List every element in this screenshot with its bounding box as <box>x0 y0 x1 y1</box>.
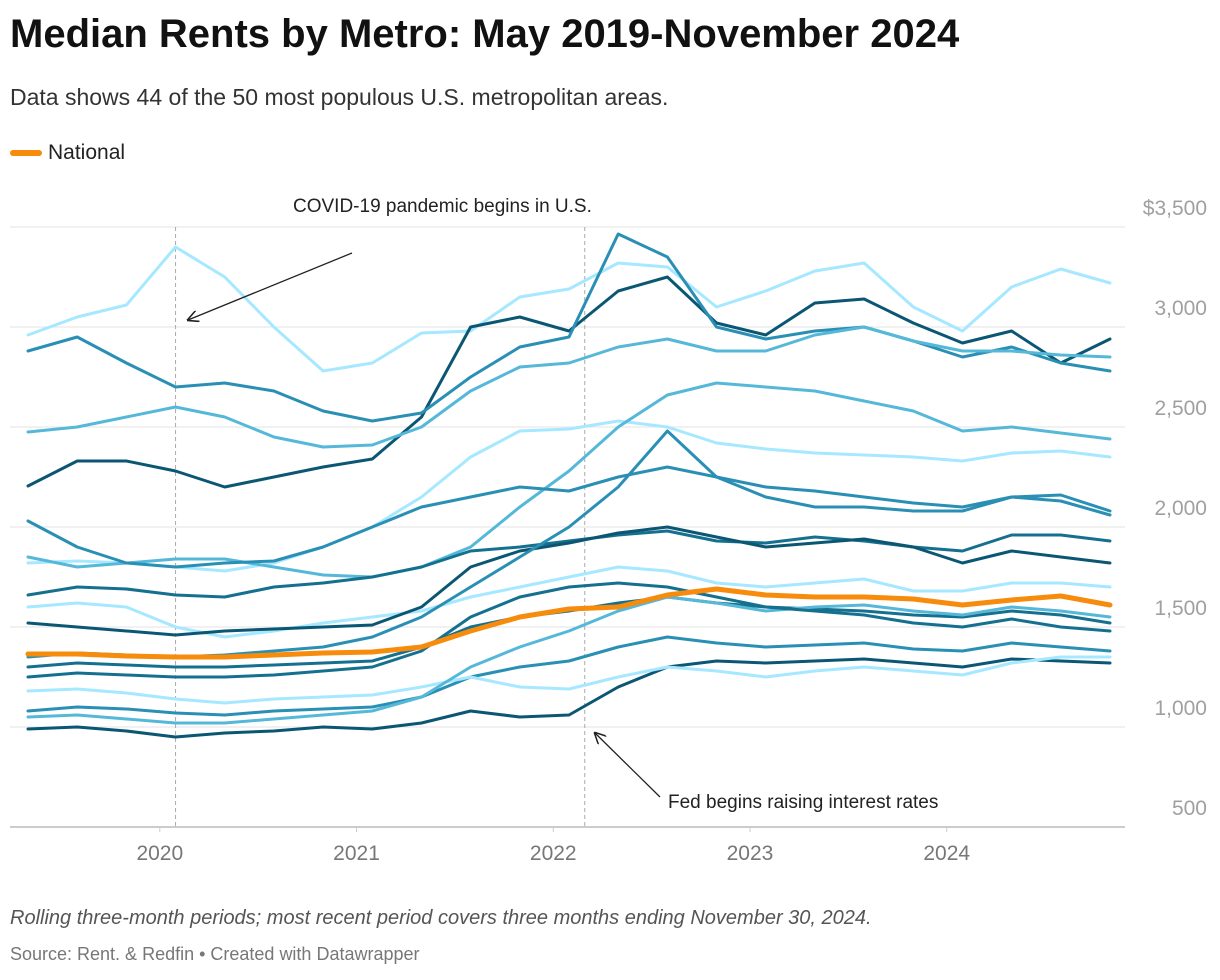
legend: National <box>10 141 125 165</box>
y-tick-label: 500 <box>1172 797 1207 820</box>
annotation: Fed begins raising interest rates <box>668 792 939 813</box>
metro-line <box>26 525 1112 637</box>
metro-line <box>26 529 1112 599</box>
legend-label: National <box>48 141 126 164</box>
y-tick-label: 1,500 <box>1154 597 1207 620</box>
chart-title: Median Rents by Metro: May 2019-November… <box>10 12 960 56</box>
metro-line <box>26 635 1112 717</box>
chart-subtitle: Data shows 44 of the 50 most populous U.… <box>10 84 669 110</box>
national-line <box>25 586 1113 660</box>
metro-line <box>26 245 1112 373</box>
x-tick-label: 2023 <box>727 842 774 865</box>
chart-source: Source: Rent. & Redfin • Created with Da… <box>10 944 420 964</box>
annotation-arrow <box>595 733 661 798</box>
x-tick-label: 2021 <box>333 842 380 865</box>
annotation-arrow <box>188 252 353 320</box>
annotation: COVID-19 pandemic begins in U.S. <box>293 196 592 217</box>
metro-line <box>26 419 1112 573</box>
x-tick-label: 2020 <box>136 842 183 865</box>
metro-line <box>26 381 1112 579</box>
metro-line <box>26 657 1112 739</box>
y-tick-label: 3,000 <box>1154 297 1207 320</box>
metro-line <box>26 595 1112 725</box>
metro-line <box>26 325 1112 449</box>
metro-line <box>26 581 1112 679</box>
metro-line <box>26 275 1112 489</box>
y-tick-label: 2,000 <box>1154 497 1207 520</box>
metro-line <box>26 232 1112 423</box>
metro-line <box>26 655 1112 705</box>
y-tick-label: $3,500 <box>1143 197 1207 220</box>
metro-line <box>26 465 1112 569</box>
chart-note: Rolling three-month periods; most recent… <box>10 907 872 929</box>
x-tick-label: 2022 <box>530 842 577 865</box>
y-tick-label: 2,500 <box>1154 397 1207 420</box>
legend-swatch <box>10 150 42 156</box>
y-tick-label: 1,000 <box>1154 697 1207 720</box>
x-tick-label: 2024 <box>923 842 970 865</box>
